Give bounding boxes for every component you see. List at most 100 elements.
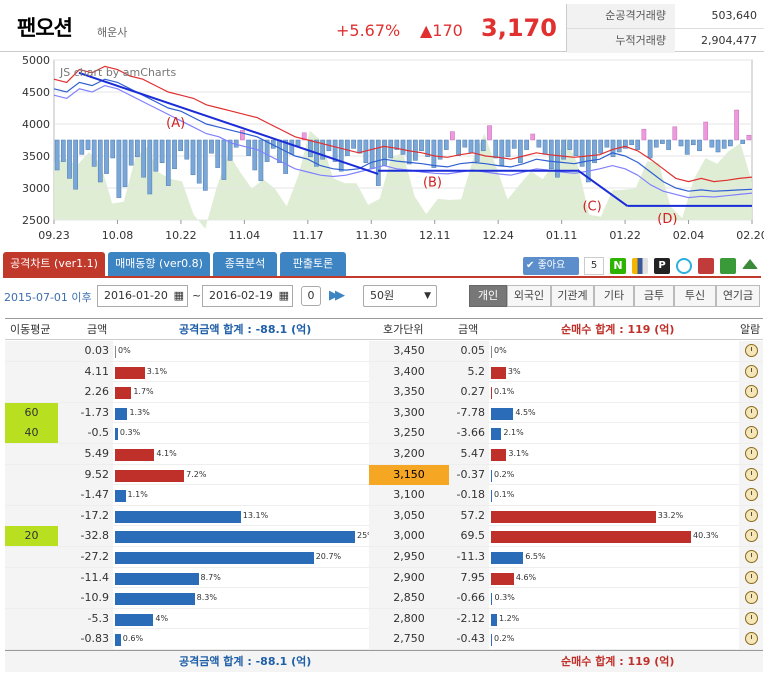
net-buy-percent: 6.5% (525, 552, 546, 561)
net-attack-volume-label: 순공격거래량 (567, 4, 675, 28)
copy-share-icon[interactable] (698, 258, 714, 274)
like-label: 좋아요 (537, 260, 566, 271)
net-volume-bar (258, 139, 264, 182)
net-buy-bar (491, 531, 691, 544)
filter-individual[interactable]: 개인 (469, 285, 507, 307)
filter-other[interactable]: 기타 (594, 285, 634, 307)
net-volume-bar (67, 139, 72, 179)
alarm-cell[interactable] (739, 423, 763, 444)
alarm-cell[interactable] (739, 567, 763, 588)
date-from-value: 2016-01-20 (104, 289, 168, 302)
alarm-clock-icon[interactable] (744, 611, 758, 625)
table-header: 이동평균 금액 공격금액 합계 : -88.1 (억) 호가단위 금액 순매수 … (5, 318, 763, 340)
price-level: 3,000 (369, 526, 449, 547)
net-buy-percent: 0.3% (494, 593, 515, 603)
attack-bar (115, 469, 185, 482)
alarm-clock-icon[interactable] (744, 344, 758, 357)
alarm-clock-icon[interactable] (744, 488, 758, 502)
table-row: 4.11 3.1% 3,400 5.2 3% (5, 361, 763, 383)
like-button[interactable]: ✔ 좋아요 (523, 257, 579, 275)
attack-amount: 2.26 (58, 382, 113, 403)
net-volume-bar (647, 139, 653, 159)
alarm-clock-icon[interactable] (744, 550, 758, 563)
net-volume-bar (128, 139, 134, 166)
tab-attack-chart[interactable]: 공격차트 (ver1.1) (3, 252, 105, 276)
net-buy-percent: 0.1% (494, 490, 515, 500)
alarm-clock-icon[interactable] (744, 508, 758, 522)
alarm-cell[interactable] (739, 464, 763, 485)
attack-bar (115, 407, 128, 420)
alarm-clock-icon[interactable] (744, 364, 758, 378)
attack-amount: 9.52 (58, 464, 113, 485)
alarm-cell[interactable] (739, 341, 763, 361)
p-share-icon[interactable]: P (654, 258, 670, 274)
net-buy-bar (491, 552, 524, 564)
net-volume-bar (97, 139, 103, 183)
filter-foreign[interactable]: 외국인 (507, 285, 551, 307)
filter-pension[interactable]: 연기금 (716, 285, 760, 307)
attack-bar (115, 366, 145, 379)
calendar-icon[interactable]: ▦ (278, 289, 289, 302)
alarm-cell[interactable] (739, 444, 763, 464)
net-volume-bar (184, 139, 190, 160)
attack-amount: -1.47 (58, 485, 113, 506)
price-chart[interactable]: 5000 4500 4000 3500 3000 2500 (A) (B) (C) (D) JS c… (6, 52, 764, 248)
net-volume-bar (165, 139, 171, 186)
net-volume-bar (542, 139, 548, 155)
alarm-clock-icon[interactable] (744, 426, 758, 440)
alarm-cell[interactable] (739, 547, 763, 567)
fast-forward-icon[interactable]: ▶▶ (329, 288, 345, 303)
filter-institution[interactable]: 기관계 (551, 285, 594, 307)
blog-share-icon[interactable] (632, 258, 648, 274)
period-select[interactable]: 50원 ▼ (363, 285, 437, 307)
date-from-input[interactable]: 2016-01-20 ▦ (97, 285, 188, 307)
net-buy-amount: -0.43 (449, 629, 489, 650)
net-volume-bar (721, 139, 727, 149)
alarm-cell[interactable] (739, 382, 763, 403)
calendar-icon[interactable]: ▦ (173, 289, 184, 302)
home-icon[interactable] (742, 259, 758, 269)
alarm-cell[interactable] (739, 629, 763, 650)
net-volume-bar (369, 139, 375, 170)
net-volume-bar (283, 139, 288, 174)
alarm-cell[interactable] (739, 361, 763, 382)
alarm-cell[interactable] (739, 402, 763, 423)
tab-trading-trend[interactable]: 매매동향 (ver0.8) (108, 252, 210, 276)
filter-trust[interactable]: 투신 (674, 285, 716, 307)
date-to-input[interactable]: 2016-02-19 ▦ (202, 285, 293, 307)
net-volume-bar (555, 139, 560, 178)
moving-average-cell (5, 444, 58, 464)
date-separator: ~ (192, 289, 202, 302)
chart-share-icon[interactable] (720, 258, 736, 274)
alarm-cell[interactable] (739, 526, 763, 547)
x-tick-label: 12.24 (482, 229, 514, 242)
net-volume-bar (480, 139, 486, 152)
attack-bar-cell: 25% (113, 526, 375, 546)
net-attack-volume-value: 503,640 (711, 9, 758, 22)
filter-financial-invest[interactable]: 금투 (634, 285, 674, 307)
alarm-clock-icon[interactable] (744, 529, 758, 543)
attack-bar-cell: 0% (113, 341, 369, 361)
alarm-clock-icon[interactable] (744, 467, 758, 481)
zero-button[interactable]: 0 (301, 286, 321, 306)
alarm-cell[interactable] (739, 485, 763, 506)
alarm-cell[interactable] (739, 588, 763, 609)
net-volume-bar (227, 139, 233, 161)
alarm-clock-icon[interactable] (744, 385, 758, 399)
alarm-cell[interactable] (739, 608, 763, 629)
x-tick-label: 02.20 (736, 229, 764, 242)
net-volume-bar (375, 139, 381, 186)
net-volume-bar (616, 139, 622, 153)
alarm-cell[interactable] (739, 505, 763, 526)
x-tick-label: 01.11 (546, 229, 578, 242)
alarm-clock-icon[interactable] (744, 570, 758, 584)
tab-stock-analysis[interactable]: 종목분석 (213, 252, 277, 276)
tab-discussion[interactable]: 판출토론 (280, 252, 346, 276)
alarm-clock-icon[interactable] (744, 405, 758, 419)
alarm-clock-icon[interactable] (744, 447, 758, 460)
naver-share-icon[interactable]: N (610, 258, 626, 274)
attack-percent: 0.3% (119, 428, 141, 438)
circle-share-icon[interactable] (676, 258, 692, 274)
alarm-clock-icon[interactable] (744, 632, 758, 646)
alarm-clock-icon[interactable] (744, 591, 758, 605)
